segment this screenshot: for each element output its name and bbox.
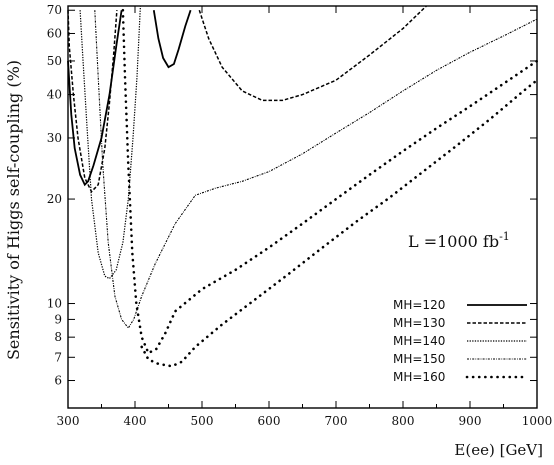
- legend-label: MH=160: [393, 370, 445, 384]
- y-tick-label: 9: [54, 312, 62, 326]
- plot-area-border: [67, 5, 538, 409]
- x-tick-label: 500: [191, 414, 214, 428]
- x-tick-label: 700: [325, 414, 348, 428]
- y-tick-label: 10: [47, 297, 62, 311]
- y-tick-label: 50: [47, 54, 62, 68]
- y-tick-label: 60: [47, 26, 62, 40]
- y-axis-ticks: 6 7 8 910 20 30 40 50 60 70: [47, 3, 537, 388]
- luminosity-annotation-superscript: -1: [499, 230, 510, 243]
- series-line-mh-150: [94, 10, 538, 329]
- x-tick-label: 1000: [522, 414, 553, 428]
- x-axis-label: E(ee) [GeV]: [454, 441, 543, 459]
- legend-label: MH=120: [393, 298, 445, 312]
- series-line-mh-130: [198, 5, 427, 102]
- x-tick-label: 900: [459, 414, 482, 428]
- y-axis-label: Sensitivity of Higgs self-coupling (%): [4, 60, 23, 360]
- y-tick-label: 8: [54, 330, 62, 344]
- series-line-mh-140: [79, 5, 141, 280]
- series-line-mh-130: [67, 10, 118, 193]
- y-tick-label: 20: [47, 192, 62, 206]
- series-line-mh-160: [121, 8, 539, 355]
- x-tick-label: 600: [258, 414, 281, 428]
- y-tick-label: 7: [54, 350, 62, 364]
- series-line-mh-120: [152, 9, 192, 69]
- y-tick-label: 6: [54, 374, 62, 388]
- x-tick-label: 400: [124, 414, 147, 428]
- legend-label: MH=150: [393, 352, 445, 366]
- luminosity-annotation: L =1000 fb-1: [408, 230, 510, 251]
- y-tick-label: 40: [47, 88, 62, 102]
- y-tick-label: 30: [47, 131, 62, 145]
- luminosity-annotation-text: L =1000 fb: [408, 232, 499, 251]
- legend-label: MH=140: [393, 334, 445, 348]
- series-layer: [67, 5, 539, 368]
- y-tick-label: 70: [47, 3, 62, 17]
- series-line-mh-160: [140, 78, 539, 368]
- series-line-mh-120: [67, 10, 123, 187]
- plot-frame: [67, 5, 538, 409]
- legend-label: MH=130: [393, 316, 445, 330]
- x-tick-label: 300: [57, 414, 80, 428]
- x-axis-ticks: 300 400 500 600 700 800 900 1000: [57, 6, 553, 428]
- x-tick-label: 800: [392, 414, 415, 428]
- legend: MH=120 MH=130 MH=140 MH=150 MH=160: [393, 298, 529, 384]
